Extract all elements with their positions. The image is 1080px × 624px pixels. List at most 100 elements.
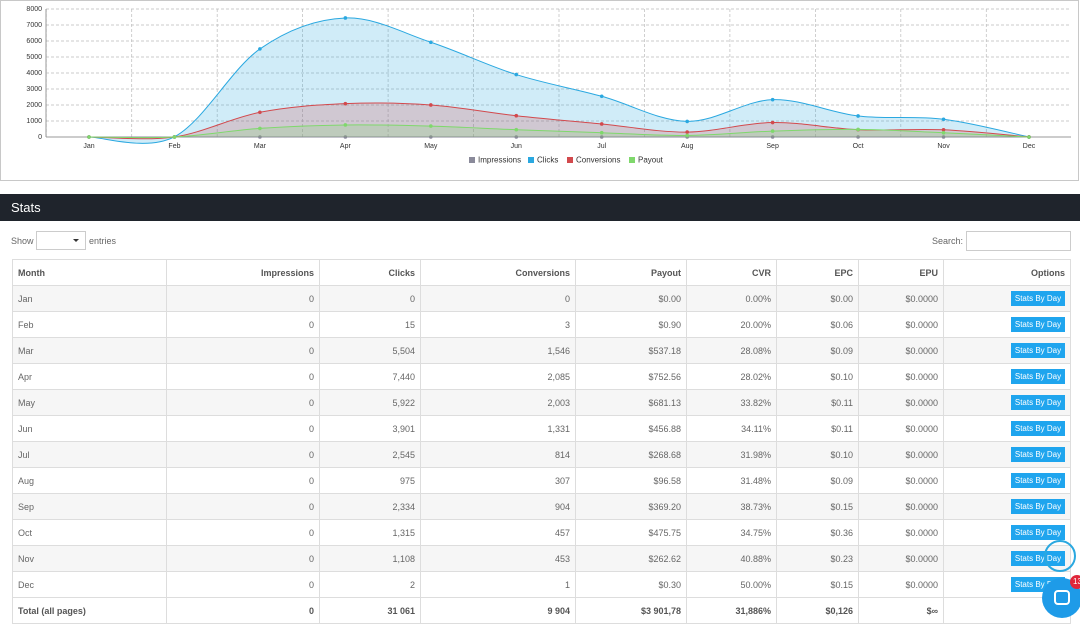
table-cell: 1 [420,571,576,598]
table-cell: 904 [420,493,576,520]
data-point [685,130,689,134]
table-cell: 34.75% [686,519,777,546]
stats-by-day-button[interactable]: Stats By Day [1011,499,1065,514]
table-cell: 0 [166,493,320,520]
x-tick-label: Mar [254,143,267,150]
table-cell: 38.73% [686,493,777,520]
column-header: Payout [575,259,687,286]
legend-swatch [528,157,534,163]
x-tick-label: Dec [1023,143,1036,150]
table-cell: $0.0000 [858,337,944,364]
table-cell: $0.0000 [858,519,944,546]
table-cell: $0.15 [776,493,859,520]
stats-by-day-button[interactable]: Stats By Day [1011,317,1065,332]
table-cell: $369.20 [575,493,687,520]
data-point [258,126,262,131]
stats-by-day-button[interactable]: Stats By Day [1011,525,1065,540]
x-tick-label: Jan [83,143,94,150]
stats-table: Month Impressions Clicks Conversions Payout C… [12,259,1071,624]
data-point [1027,135,1031,139]
table-cell: $0.0000 [858,545,944,572]
options-cell: Stats By Day [943,519,1071,546]
stats-by-day-button[interactable]: Stats By Day [1011,421,1065,436]
column-header: Conversions [420,259,576,286]
series-line [88,124,1030,139]
table-cell: $262.62 [575,545,687,572]
column-header: Month [12,259,167,286]
legend-swatch [567,157,573,163]
table-cell: 0 [166,363,320,390]
total-cell: $0,126 [776,597,859,624]
chat-badge: 13 [1070,575,1080,589]
y-tick-label: 7000 [26,22,42,29]
search-label: Search: [932,236,964,246]
entries-select[interactable] [36,231,86,250]
table-cell: 50.00% [686,571,777,598]
data-point [941,117,946,122]
table-cell: 0 [420,285,576,312]
table-cell: 457 [420,519,576,546]
table-cell: $0.09 [776,337,859,364]
data-point [172,135,177,139]
stats-by-day-button[interactable]: Stats By Day [1011,291,1065,306]
data-point [514,135,519,139]
stats-by-day-button[interactable]: Stats By Day [1011,447,1065,462]
table-cell: 0 [166,441,320,468]
search-input[interactable] [966,231,1071,251]
data-point [599,135,604,139]
stats-by-day-button[interactable]: Stats By Day [1011,343,1065,358]
table-cell: Apr [12,363,167,390]
column-header: Clicks [319,259,421,286]
options-cell: Stats By Day [943,311,1071,338]
x-tick-label: Feb [168,143,180,150]
table-cell: $0.23 [776,545,859,572]
table-cell: Sep [12,493,167,520]
table-cell: $0.00 [776,285,859,312]
series-area [89,124,1029,138]
y-tick-label: 1000 [26,118,42,125]
data-point [343,16,348,20]
table-cell: $0.10 [776,441,859,468]
chart-panel: 0 1000 2000 3000 4000 5000 6000 7000 8000 Jan Feb M… [0,0,1079,181]
data-point [514,127,519,132]
legend-swatch [469,157,475,163]
table-cell: 975 [319,467,421,494]
table-cell: $0.06 [776,311,859,338]
data-point [770,129,775,133]
table-cell: $0.15 [776,571,859,598]
table-cell: $0.0000 [858,415,944,442]
data-point [685,133,689,138]
x-tick-label: Sep [766,143,779,150]
total-cell: 9 904 [420,597,576,624]
table-cell: $0.11 [776,389,859,416]
data-point [941,135,946,139]
table-cell: 15 [319,311,421,338]
table-cell: 0 [166,467,320,494]
table-row: Nov 0 1,108 453 $262.62 40.88% $0.23 $0.0000 Sta… [12,545,1071,572]
series-area [89,17,1029,144]
data-point [856,114,860,118]
column-header: Options [943,259,1071,286]
chat-icon [1054,590,1070,605]
table-cell: 0 [166,545,320,572]
data-point [87,135,91,139]
table-cell: $0.0000 [858,389,944,416]
total-cell: 31 061 [319,597,421,624]
legend-label: Clicks [537,156,558,165]
column-header: CVR [686,259,777,286]
table-cell: 0 [319,285,421,312]
options-cell: Stats By Day [943,493,1071,520]
stats-by-day-button[interactable]: Stats By Day [1011,395,1065,410]
stats-by-day-button[interactable]: Stats By Day [1011,473,1065,488]
data-point [856,135,860,139]
table-row: Aug 0 975 307 $96.58 31.48% $0.09 $0.0000 Stats … [12,467,1071,494]
table-cell: 1,331 [420,415,576,442]
table-row: May 0 5,922 2,003 $681.13 33.82% $0.11 $0.0000 S… [12,389,1071,416]
table-cell: 0 [166,571,320,598]
stats-by-day-button[interactable]: Stats By Day [1011,369,1065,384]
x-tick-label: Nov [937,143,950,150]
total-cell: Total (all pages) [12,597,167,624]
data-point [941,127,946,132]
options-cell: Stats By Day [943,441,1071,468]
table-row: Jun 0 3,901 1,331 $456.88 34.11% $0.11 $0.0000 S… [12,415,1071,442]
